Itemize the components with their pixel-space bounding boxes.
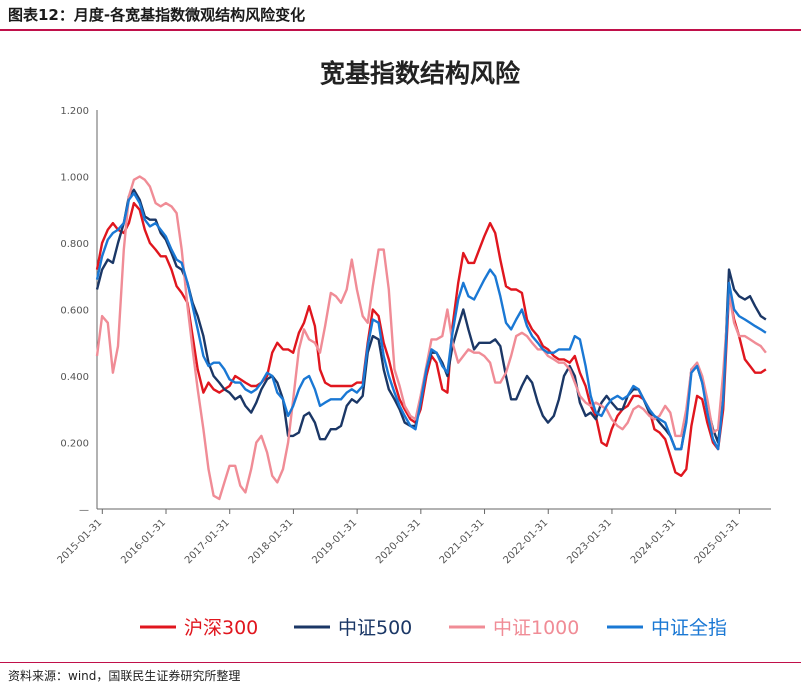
legend-label: 中证1000	[493, 617, 579, 639]
series-lines	[95, 175, 767, 501]
x-tick-label: 2018-01-31	[247, 517, 296, 566]
top-divider	[0, 29, 801, 31]
y-tick-label: 1.200	[60, 106, 89, 117]
series-line-中证全指	[95, 191, 767, 451]
x-axis: 2015-01-31 2016-01-31 2017-01-31 2018-01-31…	[56, 508, 771, 566]
x-tick-label: 2022-01-31	[501, 517, 550, 566]
y-tick-label: 0.800	[60, 239, 89, 250]
x-tick-label: 2015-01-31	[56, 517, 105, 566]
y-tick-label: —	[79, 505, 89, 516]
legend-label: 中证500	[338, 617, 412, 639]
x-tick-label: 2024-01-31	[629, 517, 678, 566]
y-axis: — 0.200 0.400 0.600 0.800 1.000 1.200	[60, 106, 98, 516]
legend-label: 中证全指	[651, 617, 727, 639]
y-tick-label: 0.200	[60, 439, 89, 450]
bottom-divider	[0, 662, 801, 663]
x-tick-label: 2017-01-31	[183, 517, 232, 566]
chart-title: 宽基指数结构风险	[320, 59, 521, 88]
x-tick-label: 2019-01-31	[310, 517, 359, 566]
legend-label: 沪深300	[184, 617, 258, 639]
x-tick-label: 2021-01-31	[438, 517, 487, 566]
line-chart: 宽基指数结构风险 — 0.200 0.400 0.600 0.800 1.000 1.200…	[56, 59, 771, 639]
source-note: 资料来源：wind，国联民生证券研究所整理	[8, 669, 241, 683]
series-line-中证500	[95, 188, 767, 451]
y-tick-label: 0.400	[60, 372, 89, 383]
legend: 沪深300 中证500 中证1000 中证全指	[140, 617, 727, 639]
x-tick-label: 2020-01-31	[374, 517, 423, 566]
x-tick-label: 2025-01-31	[693, 517, 742, 566]
figure-title: 图表12：月度-各宽基指数微观结构风险变化	[8, 6, 306, 24]
x-tick-label: 2023-01-31	[565, 517, 614, 566]
y-tick-label: 1.000	[60, 173, 89, 184]
y-tick-label: 0.600	[60, 306, 89, 317]
series-line-中证1000	[95, 175, 767, 501]
x-tick-label: 2016-01-31	[119, 517, 168, 566]
